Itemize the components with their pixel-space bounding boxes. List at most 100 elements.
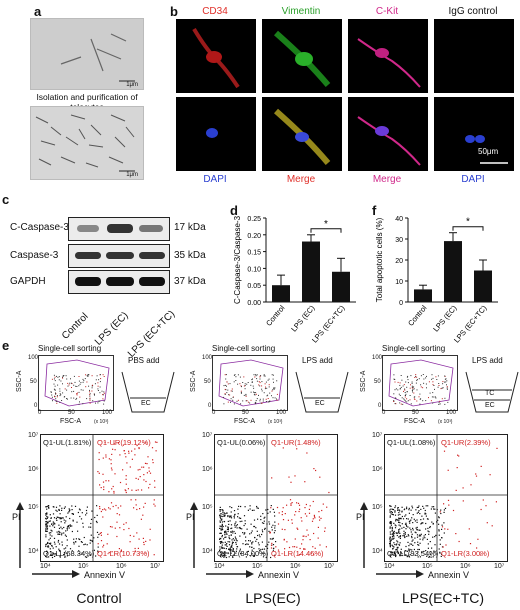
kda-label-35: 35 kDa bbox=[174, 250, 206, 261]
quadrant-ur: Q1-UR(2.39%) bbox=[441, 438, 491, 447]
sort-title: Single-cell sorting bbox=[382, 344, 446, 353]
bar-chart-f: 0 10 20 30 40 Total apoptotic cells (%) Contro… bbox=[375, 216, 498, 345]
x-tick-label: Control bbox=[406, 303, 429, 328]
pi-axis-arrow bbox=[16, 502, 24, 568]
y-tick-label: 0.10 bbox=[247, 266, 261, 273]
group-title: LPS(EC+TC) bbox=[401, 590, 485, 606]
flow-ytick: 10⁶ bbox=[202, 466, 213, 473]
sort-ylabel: SSC-A bbox=[190, 370, 197, 392]
image-merge-2 bbox=[348, 97, 428, 171]
image-cd34 bbox=[176, 19, 256, 93]
label-merge-2: Merge bbox=[372, 174, 402, 185]
quadrant-lr: Q1-LR(10.73%) bbox=[97, 549, 150, 558]
quadrant-ul: Q1-UL(1.08%) bbox=[387, 438, 436, 447]
blot-row-label-c-caspase3: C-Caspase-3 bbox=[10, 222, 69, 233]
sort-xtick: 100 bbox=[446, 410, 457, 416]
y-tick-label: 10 bbox=[395, 279, 403, 286]
sort-plot bbox=[382, 355, 458, 411]
x-tick-label: LPS (EC) bbox=[289, 303, 317, 333]
sort-exp: (x 10³) bbox=[268, 419, 283, 425]
schematic-layer-label: EC bbox=[485, 402, 495, 409]
sort-xlabel: FSC-A bbox=[404, 418, 425, 425]
y-tick-label: 20 bbox=[395, 258, 403, 265]
schematic-label: PBS add bbox=[128, 356, 160, 365]
fluo-scale-label: 50μm bbox=[478, 147, 499, 156]
y-axis-label: C-Caspase-3/Caspase-3 bbox=[233, 215, 242, 304]
flow-xtick: 10⁴ bbox=[214, 563, 225, 570]
image-igg-control bbox=[434, 19, 514, 93]
flow-ytick: 10⁵ bbox=[202, 504, 213, 511]
bar bbox=[444, 241, 462, 302]
sort-xtick: 50 bbox=[412, 410, 419, 416]
sort-xtick: 0 bbox=[212, 410, 216, 416]
sort-ytick: 50 bbox=[30, 379, 37, 385]
schematic-label: LPS add bbox=[302, 356, 333, 365]
sort-xlabel: FSC-A bbox=[234, 418, 255, 425]
flow-ylabel: PI bbox=[12, 512, 21, 522]
flow-ytick: 10⁴ bbox=[202, 548, 213, 555]
blot-gapdh bbox=[68, 270, 170, 294]
schematic-layer-label: EC bbox=[315, 400, 325, 407]
annexin-axis-arrow bbox=[376, 570, 424, 578]
label-ckit: C-Kit bbox=[375, 6, 399, 17]
y-tick-label: 40 bbox=[395, 216, 403, 223]
sort-ylabel: SSC-A bbox=[360, 370, 367, 392]
schematic-layer-label: EC bbox=[141, 400, 151, 407]
flow-xtick: 10⁶ bbox=[290, 563, 301, 570]
sort-ylabel: SSC-A bbox=[16, 370, 23, 392]
group-title: Control bbox=[76, 590, 122, 606]
image-vimentin bbox=[262, 19, 342, 93]
image-dapi-2: 50μm bbox=[434, 97, 514, 171]
label-dapi-2: DAPI bbox=[461, 174, 485, 185]
sort-exp: (x 10³) bbox=[438, 419, 453, 425]
label-igg-control: IgG control bbox=[448, 6, 498, 17]
micrograph-bottom: 1μm bbox=[30, 106, 144, 180]
flow-xtick: 10⁷ bbox=[150, 563, 161, 570]
bar bbox=[414, 289, 432, 302]
flow-xtick: 10⁶ bbox=[460, 563, 471, 570]
y-tick-label: 0.00 bbox=[247, 300, 261, 307]
flow-ytick: 10⁵ bbox=[28, 504, 39, 511]
sort-plot bbox=[38, 355, 114, 411]
panel-label-a: a bbox=[34, 4, 42, 19]
scale-bar-label-bottom: 1μm bbox=[126, 172, 138, 178]
blot-row-label-caspase3: Caspase-3 bbox=[10, 250, 59, 261]
flow-ytick: 10⁷ bbox=[202, 432, 213, 439]
annexin-axis-arrow bbox=[206, 570, 254, 578]
flow-xtick: 10⁵ bbox=[422, 563, 433, 570]
flow-xtick: 10⁵ bbox=[78, 563, 89, 570]
sort-xtick: 50 bbox=[242, 410, 249, 416]
significance-star: * bbox=[466, 217, 470, 228]
panel-label-e: e bbox=[2, 338, 10, 353]
panel-label-d: d bbox=[230, 203, 238, 218]
bar bbox=[474, 270, 492, 302]
sort-xtick: 100 bbox=[276, 410, 287, 416]
flow-xtick: 10⁶ bbox=[116, 563, 127, 570]
label-dapi-1: DAPI bbox=[203, 174, 227, 185]
sort-plot bbox=[212, 355, 288, 411]
flow-ylabel: PI bbox=[186, 512, 195, 522]
flow-ytick: 10⁷ bbox=[28, 432, 39, 439]
lane-label-lps-ec-tc: LPS (EC+TC) bbox=[126, 308, 178, 360]
bar bbox=[272, 285, 290, 302]
flow-ytick: 10⁶ bbox=[28, 466, 39, 473]
lane-label-control: Control bbox=[60, 311, 91, 342]
flow-ytick: 10⁴ bbox=[372, 548, 383, 555]
panel-label-b: b bbox=[170, 4, 178, 19]
y-tick-label: 30 bbox=[395, 237, 403, 244]
label-cd34: CD34 bbox=[202, 6, 228, 17]
x-tick-label: Control bbox=[264, 303, 287, 328]
sort-ytick: 100 bbox=[202, 355, 213, 361]
flow-xtick: 10⁷ bbox=[494, 563, 505, 570]
schematic-layer-label: TC bbox=[485, 390, 495, 397]
x-tick-label: LPS (EC) bbox=[431, 303, 459, 333]
significance-star: * bbox=[324, 219, 328, 230]
lane-label-lps-ec: LPS (EC) bbox=[93, 310, 131, 348]
flow-xlabel: Annexin V bbox=[258, 570, 300, 580]
bar-chart-d: 0.00 0.05 0.10 0.15 0.20 0.25 C-Caspase-3/Casp… bbox=[233, 215, 356, 345]
micrograph-top: 1μm bbox=[30, 18, 144, 90]
flow-ytick: 10⁶ bbox=[372, 466, 383, 473]
quadrant-ll: Q1-LL(84.00%) bbox=[217, 549, 269, 558]
quadrant-ur: Q1-UR(1.48%) bbox=[271, 438, 321, 447]
y-tick-label: 0.15 bbox=[247, 250, 261, 257]
